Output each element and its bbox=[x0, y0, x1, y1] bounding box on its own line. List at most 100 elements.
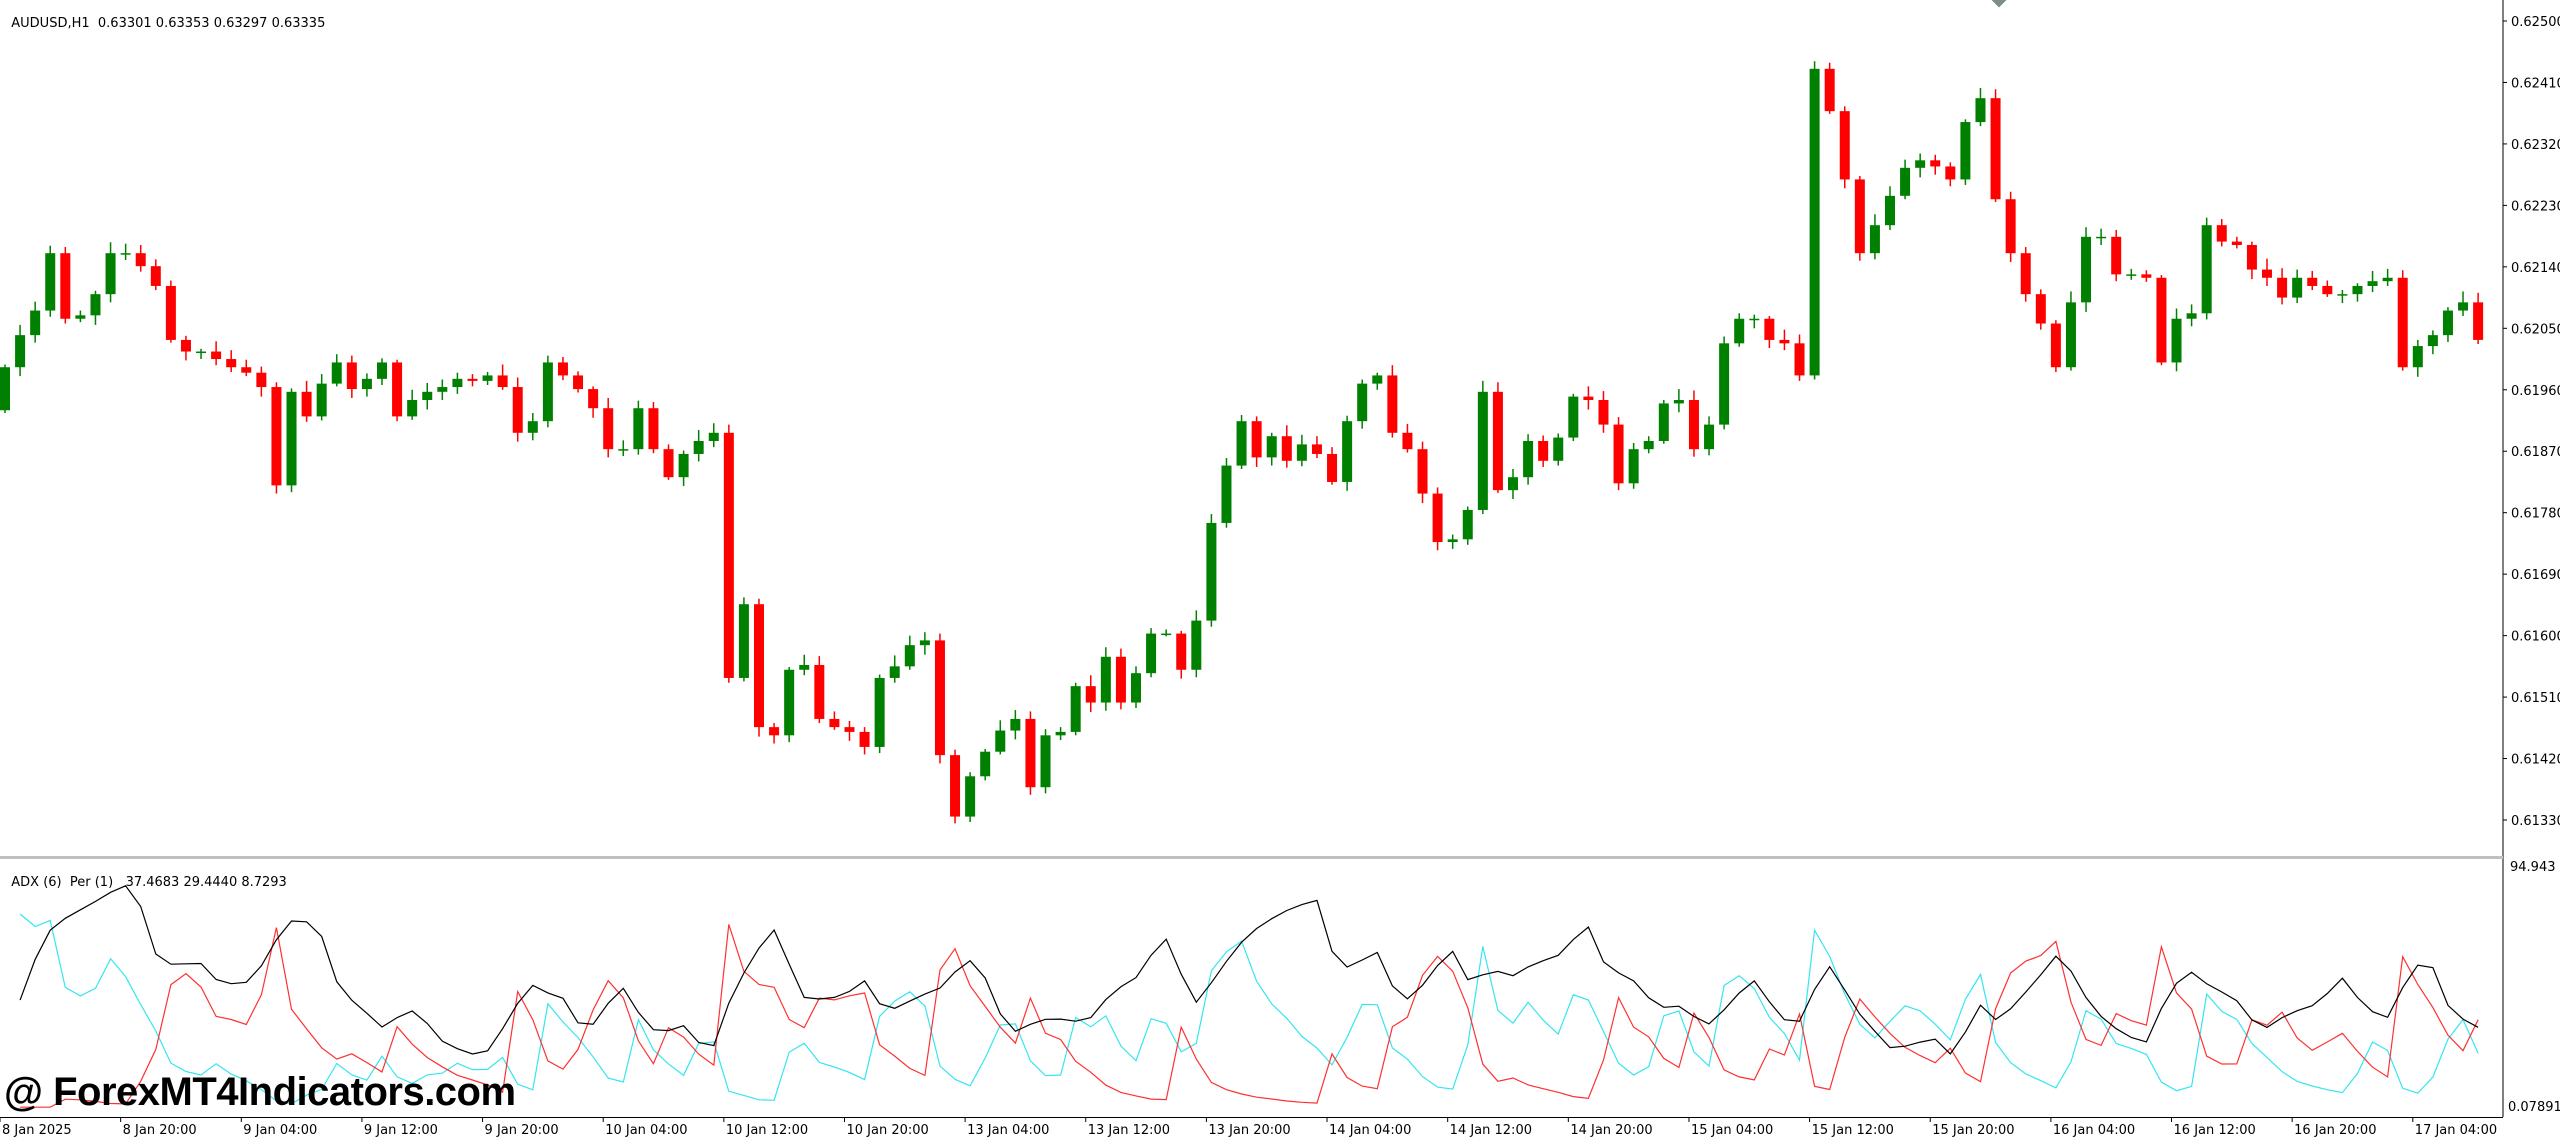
chart-header: AUDUSD,H1 0.63301 0.63353 0.63297 0.6333… bbox=[3, 1, 325, 31]
candle-bear bbox=[1176, 633, 1187, 670]
candle-bear bbox=[1115, 656, 1126, 703]
candle-bear bbox=[1432, 493, 1443, 543]
candle-bull bbox=[1508, 477, 1518, 491]
candle-bear bbox=[2156, 277, 2167, 363]
candle-bear bbox=[497, 375, 508, 388]
x-tick-label: 9 Jan 04:00 bbox=[243, 1123, 317, 1137]
x-tick-label: 14 Jan 04:00 bbox=[1329, 1123, 1411, 1137]
candle-bear bbox=[1311, 444, 1322, 454]
candle-bull bbox=[618, 449, 629, 451]
candle-bull bbox=[331, 362, 342, 384]
candle-bear bbox=[557, 362, 568, 376]
candle-bear bbox=[1402, 432, 1413, 450]
candle-bear bbox=[1417, 449, 1428, 494]
candle-bull bbox=[1704, 424, 1715, 450]
candle-bull bbox=[1523, 440, 1534, 478]
candle-bear bbox=[769, 727, 780, 736]
candle-bull bbox=[1131, 673, 1141, 703]
candle-bull bbox=[889, 666, 900, 678]
candle-bear bbox=[2005, 199, 2016, 254]
candle-bull bbox=[2458, 302, 2469, 311]
candle-bear bbox=[2111, 236, 2122, 275]
candle-bull bbox=[633, 408, 644, 450]
candle-bull bbox=[874, 677, 885, 747]
adx-line bbox=[19, 885, 2479, 1055]
candle-bear bbox=[648, 408, 659, 450]
candle-bull bbox=[980, 751, 991, 777]
x-tick-label: 10 Jan 12:00 bbox=[726, 1123, 808, 1137]
y-tick-label: 0.61870 bbox=[2511, 445, 2560, 460]
x-tick-label: 13 Jan 04:00 bbox=[967, 1123, 1049, 1137]
candle-bear bbox=[1779, 339, 1790, 344]
candle-bear bbox=[1538, 440, 1549, 461]
candle-bear bbox=[2216, 225, 2227, 242]
x-tick-label: 9 Jan 20:00 bbox=[485, 1123, 559, 1137]
candle-bear bbox=[1794, 343, 1805, 376]
candle-bull bbox=[1221, 465, 1232, 523]
candle-bull bbox=[2171, 318, 2182, 363]
candle-bull bbox=[316, 383, 327, 417]
candle-bear bbox=[1990, 98, 2001, 200]
candle-bull bbox=[799, 664, 810, 670]
candle-bull bbox=[2337, 294, 2348, 296]
candle-bull bbox=[361, 378, 372, 390]
candle-bull bbox=[407, 400, 418, 417]
candle-bear bbox=[829, 718, 840, 728]
candle-bull bbox=[1477, 391, 1488, 510]
candle-bull bbox=[45, 253, 56, 311]
candle-bear bbox=[271, 387, 282, 486]
candle-bull bbox=[2126, 274, 2137, 276]
y-tick-label: 0.61330 bbox=[2511, 814, 2560, 829]
candle-bear bbox=[859, 731, 870, 747]
candle-bull bbox=[1900, 167, 1911, 196]
candle-bull bbox=[1885, 195, 1895, 226]
candle-bear bbox=[1251, 421, 1262, 458]
candle-bull bbox=[1055, 731, 1066, 736]
candle-bull bbox=[1568, 396, 1579, 438]
candle-bear bbox=[950, 755, 961, 817]
candle-bear bbox=[2322, 285, 2333, 295]
candle-bull bbox=[437, 387, 448, 392]
candle-bull bbox=[1342, 421, 1353, 482]
candle-bear bbox=[226, 359, 237, 368]
candle-bear bbox=[467, 378, 478, 381]
x-tick-label: 16 Jan 20:00 bbox=[2294, 1123, 2376, 1137]
candle-bear bbox=[603, 408, 614, 450]
candle-bull bbox=[1010, 718, 1021, 731]
y-tick-label: 0.62140 bbox=[2511, 261, 2560, 276]
x-tick-label: 8 Jan 20:00 bbox=[123, 1123, 197, 1137]
x-tick-label: 17 Jan 04:00 bbox=[2415, 1123, 2497, 1137]
symbol-label: AUDUSD,H1 bbox=[11, 16, 90, 31]
x-tick-label: 16 Jan 12:00 bbox=[2174, 1123, 2256, 1137]
candle-bull bbox=[678, 453, 689, 478]
candle-bull bbox=[995, 730, 1006, 752]
candle-bull bbox=[1191, 620, 1202, 670]
candle-bear bbox=[1854, 179, 1865, 254]
candle-bull bbox=[904, 645, 915, 667]
candle-bear bbox=[2473, 302, 2484, 340]
y-tick-label: 0.62320 bbox=[2511, 138, 2560, 153]
pane-separator[interactable] bbox=[0, 856, 2503, 859]
candle-bull bbox=[1673, 400, 1684, 404]
candle-bear bbox=[2020, 253, 2031, 295]
candle-bear bbox=[814, 664, 825, 719]
y-tick-label: 0.62230 bbox=[2511, 199, 2560, 214]
candle-bear bbox=[150, 266, 161, 286]
candle-bear bbox=[60, 253, 71, 319]
candle-bear bbox=[663, 449, 674, 478]
candle-bear bbox=[1387, 375, 1398, 433]
candle-bull bbox=[2412, 346, 2423, 368]
candle-bear bbox=[180, 339, 191, 352]
candle-bear bbox=[2231, 241, 2242, 245]
candle-bull bbox=[965, 776, 976, 817]
candle-bull bbox=[1357, 383, 1368, 422]
candle-bull bbox=[1447, 539, 1458, 543]
candle-bull bbox=[2065, 302, 2076, 368]
candle-bear bbox=[573, 375, 584, 390]
candle-bear bbox=[392, 362, 403, 417]
candle-bull bbox=[693, 440, 704, 454]
candle-bull bbox=[452, 378, 463, 388]
candle-bear bbox=[256, 372, 267, 388]
candle-bear bbox=[301, 391, 312, 417]
